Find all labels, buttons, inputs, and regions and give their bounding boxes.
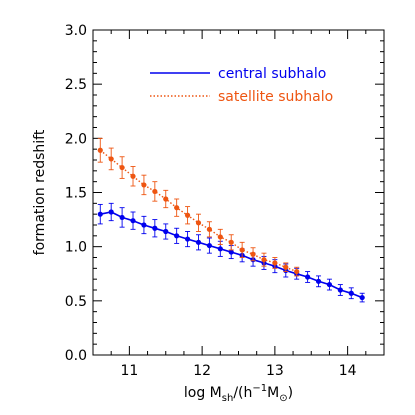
series-central-subhalo (97, 202, 365, 303)
data-point-central (184, 236, 191, 242)
y-tick-label: 0.0 (65, 348, 87, 364)
x-tick-label: 13 (266, 363, 284, 379)
data-point-central (359, 294, 365, 301)
data-point-satellite (195, 220, 202, 226)
series-satellite-subhalo (97, 137, 300, 277)
data-point-satellite (97, 147, 103, 153)
data-point-central (217, 246, 223, 252)
data-point-satellite (250, 251, 256, 257)
tick-labels-layer: 11 12 13 14 0.0 0.5 1.0 1.5 2.0 2.5 3.0 (65, 23, 357, 379)
data-point-central (130, 218, 136, 224)
data-point-central (337, 287, 343, 293)
data-point-central (108, 209, 114, 215)
data-point-central (305, 274, 311, 280)
y-tick-label: 3.0 (65, 23, 87, 39)
data-point-satellite (184, 212, 191, 218)
data-point-central (348, 290, 354, 296)
plot-frame (92, 29, 385, 356)
x-tick-label: 12 (193, 363, 211, 379)
data-point-satellite (119, 164, 125, 171)
y-axis-title: formation redshift (32, 129, 48, 255)
data-point-satellite (206, 226, 212, 232)
data-point-satellite (130, 173, 136, 179)
data-point-central (326, 281, 333, 288)
y-tick-label: 0.5 (65, 294, 87, 310)
data-point-satellite (228, 239, 234, 245)
data-point-central (174, 233, 180, 239)
series-layer (97, 137, 365, 303)
data-point-central (206, 242, 212, 249)
x-axis-title: log Msh/(h−1M⊙) (184, 383, 293, 404)
data-point-central (152, 225, 158, 231)
y-tick-label: 1.0 (65, 240, 87, 256)
legend-label-central-subhalo: central subhalo (218, 66, 326, 82)
x-axis-title-main: log M (184, 385, 222, 401)
x-axis-title-superscript: −1 (252, 383, 267, 394)
x-axis-title-sun-symbol: ⊙ (279, 393, 287, 404)
data-point-satellite (239, 247, 245, 253)
data-point-central (195, 239, 202, 245)
data-point-central (228, 249, 234, 255)
data-point-central (119, 214, 125, 221)
data-point-satellite (141, 182, 147, 188)
y-tick-label: 2.5 (65, 77, 87, 93)
data-point-satellite (174, 205, 180, 211)
x-axis-title-mass: M (267, 385, 279, 401)
data-point-satellite (261, 257, 267, 263)
data-point-central (163, 228, 169, 235)
legend: central subhalo satellite subhalo (150, 66, 333, 105)
data-point-satellite (217, 234, 223, 240)
data-point-satellite (163, 196, 169, 202)
data-point-central (141, 222, 147, 228)
data-point-satellite (272, 260, 278, 266)
data-point-central (315, 278, 322, 284)
x-axis-title-paren-close: ) (288, 385, 293, 401)
y-tick-label: 2.0 (65, 131, 87, 147)
data-point-satellite (152, 188, 158, 195)
data-point-satellite (108, 156, 114, 162)
data-point-satellite (294, 268, 300, 275)
legend-label-satellite-subhalo: satellite subhalo (218, 89, 333, 105)
x-axis-title-paren-open: /(h (233, 385, 252, 401)
x-axis-title-subscript: sh (222, 393, 234, 404)
series-line-satellite (99, 149, 297, 273)
x-tick-label: 11 (120, 363, 138, 379)
data-point-central (97, 211, 103, 217)
y-tick-label: 1.5 (65, 186, 87, 202)
x-tick-label: 14 (339, 363, 357, 379)
data-point-satellite (283, 264, 289, 270)
